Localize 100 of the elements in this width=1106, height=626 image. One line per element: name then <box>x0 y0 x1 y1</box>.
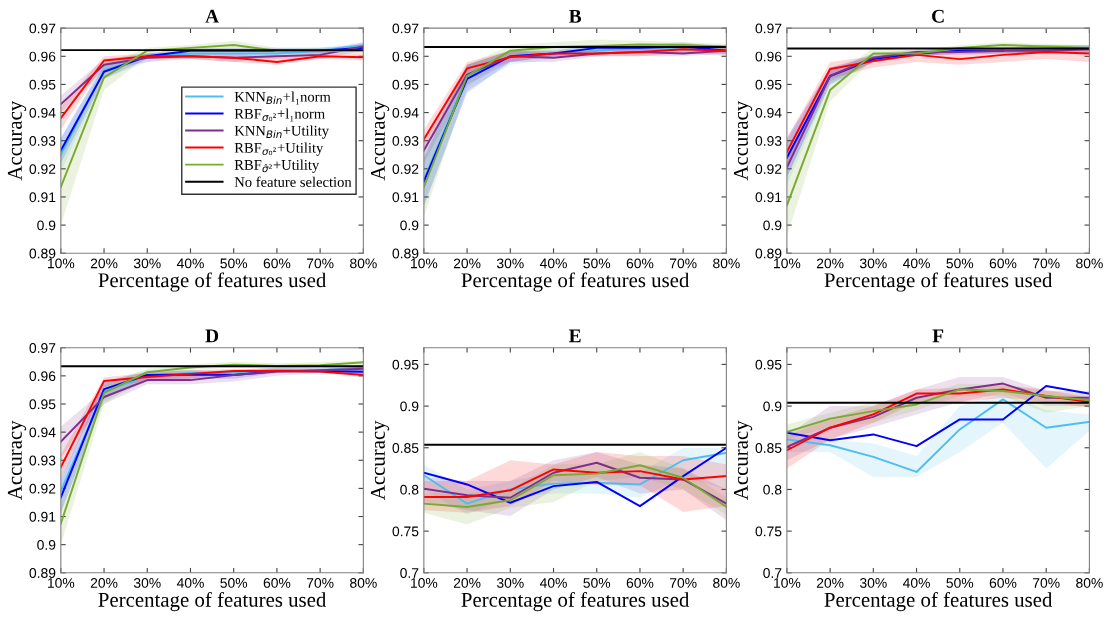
y-axis-title: Accuracy <box>7 100 27 181</box>
x-tick-label: 40% <box>539 578 567 588</box>
legend-label: RBF$_{σ₀²}$+l₁norm <box>234 108 325 122</box>
x-tick-label: 60% <box>263 258 291 269</box>
chart-title: B <box>568 9 582 23</box>
x-tick-label: 40% <box>176 258 204 269</box>
y-tick-label: 0.9 <box>763 401 782 412</box>
x-tick-label: 50% <box>946 578 974 588</box>
y-tick-label: 0.93 <box>755 136 782 146</box>
x-tick-label: 30% <box>133 258 161 269</box>
y-tick-label: 0.93 <box>29 455 56 466</box>
y-tick-label: 0.91 <box>755 192 782 203</box>
x-axis-title: Percentage of features used <box>461 272 690 292</box>
y-tick-label: 0.9 <box>400 401 419 412</box>
y-tick-label: 0.92 <box>392 164 419 174</box>
y-axis-title: Accuracy <box>733 420 753 500</box>
y-tick-label: 0.96 <box>755 51 782 62</box>
x-tick-label: 10% <box>47 578 75 588</box>
y-tick-label: 0.9 <box>37 539 56 550</box>
y-tick-label: 0.7 <box>400 568 419 578</box>
y-tick-label: 0.95 <box>29 399 56 410</box>
x-tick-label: 70% <box>306 578 334 588</box>
x-tick-label: 60% <box>989 578 1017 588</box>
x-tick-label: 70% <box>1033 258 1060 269</box>
chart-title: D <box>205 329 219 343</box>
y-tick-label: 0.93 <box>392 136 419 146</box>
y-tick-label: 0.96 <box>29 51 56 62</box>
x-tick-label: 70% <box>306 258 334 269</box>
x-tick-label: 40% <box>176 578 204 588</box>
y-axis-title: Accuracy <box>370 100 390 181</box>
y-tick-label: 0.75 <box>392 526 419 537</box>
legend-label: KNN$_{Bin}$+l₁norm <box>234 91 331 105</box>
x-tick-label: 40% <box>539 258 567 269</box>
legend-label: No feature selection <box>234 176 352 187</box>
y-tick-label: 0.8 <box>763 484 782 495</box>
y-tick-label: 0.8 <box>400 484 419 495</box>
x-axis-title: Percentage of features used <box>824 272 1053 292</box>
y-tick-label: 0.95 <box>755 359 782 370</box>
x-tick-label: 20% <box>816 578 844 588</box>
x-tick-label: 10% <box>411 258 438 269</box>
x-tick-label: 40% <box>902 578 930 588</box>
y-tick-label: 0.85 <box>755 443 782 453</box>
x-tick-label: 10% <box>411 578 438 588</box>
y-tick-label: 0.94 <box>755 107 782 118</box>
y-tick-label: 0.95 <box>392 359 419 370</box>
x-axis-title: Percentage of features used <box>824 591 1053 612</box>
y-tick-label: 0.96 <box>392 51 419 62</box>
chart-title: C <box>932 9 944 23</box>
x-tick-label: 10% <box>774 578 801 588</box>
y-tick-label: 0.89 <box>29 248 56 259</box>
x-tick-label: 80% <box>1076 578 1103 588</box>
x-tick-label: 80% <box>1076 258 1103 269</box>
x-tick-label: 50% <box>946 258 974 269</box>
x-tick-label: 60% <box>626 258 654 269</box>
x-tick-label: 10% <box>774 258 801 269</box>
y-tick-label: 0.94 <box>392 107 419 118</box>
x-tick-label: 50% <box>220 258 248 269</box>
y-tick-label: 0.89 <box>29 568 56 578</box>
y-tick-label: 0.75 <box>755 526 782 537</box>
y-tick-label: 0.85 <box>392 443 419 453</box>
x-axis-title: Percentage of features used <box>98 591 327 612</box>
y-tick-label: 0.97 <box>29 23 56 34</box>
x-tick-label: 30% <box>496 578 524 588</box>
y-tick-label: 0.95 <box>29 79 56 90</box>
y-axis-title: Accuracy <box>370 420 390 500</box>
x-tick-label: 60% <box>263 578 291 588</box>
x-tick-label: 40% <box>902 258 930 269</box>
x-tick-label: 20% <box>453 258 481 269</box>
y-tick-label: 0.97 <box>755 23 782 34</box>
y-tick-label: 0.95 <box>755 79 782 90</box>
y-tick-label: 0.91 <box>29 511 56 522</box>
y-tick-label: 0.91 <box>29 192 56 203</box>
x-tick-label: 70% <box>669 258 697 269</box>
y-axis-title: Accuracy <box>733 100 753 181</box>
line-series <box>423 468 727 498</box>
x-tick-label: 80% <box>713 578 740 588</box>
line-series <box>60 55 364 120</box>
y-tick-label: 0.96 <box>29 371 56 382</box>
chart-title: F <box>932 329 944 343</box>
legend-label: KNN$_{Bin}$+Utility <box>234 125 329 139</box>
y-tick-label: 0.97 <box>392 23 419 34</box>
x-tick-label: 30% <box>859 578 887 588</box>
x-tick-label: 20% <box>816 258 844 269</box>
x-tick-label: 20% <box>90 258 118 269</box>
y-tick-label: 0.92 <box>29 483 56 494</box>
x-tick-label: 60% <box>626 578 654 588</box>
x-tick-label: 50% <box>220 578 248 588</box>
line-series <box>786 388 1090 433</box>
y-tick-label: 0.94 <box>29 427 56 438</box>
x-tick-label: 30% <box>859 258 887 269</box>
y-tick-label: 0.89 <box>392 248 419 259</box>
x-tick-label: 30% <box>133 578 161 588</box>
x-tick-label: 70% <box>669 578 697 588</box>
y-tick-label: 0.9 <box>763 220 782 231</box>
x-tick-label: 10% <box>47 258 75 269</box>
y-tick-label: 0.89 <box>755 248 782 259</box>
x-tick-label: 20% <box>90 578 118 588</box>
legend-label: RBF$_{σ̂²}$+Utility <box>234 159 320 173</box>
x-tick-label: 60% <box>989 258 1017 269</box>
x-tick-label: 80% <box>350 578 377 588</box>
